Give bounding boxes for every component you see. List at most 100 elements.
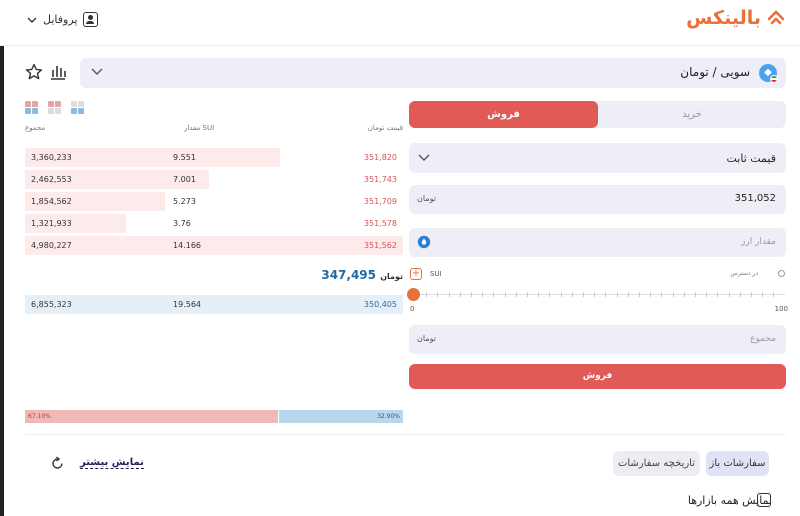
orderbook-asks-icon[interactable]	[48, 101, 61, 114]
sell-submit-button[interactable]: فروش	[409, 364, 786, 389]
slider-max-label: 100	[774, 305, 788, 313]
ask-total: 1,321,933	[31, 219, 72, 228]
slider-tick	[538, 292, 540, 297]
bid-depth-bar	[25, 295, 403, 314]
ask-price: 351,743	[363, 175, 397, 184]
slider-tick	[437, 292, 439, 297]
column-total-header: مجموع	[25, 124, 46, 132]
slider-tick	[482, 292, 484, 297]
total-placeholder: مجموع	[750, 334, 776, 344]
slider-tick	[672, 292, 674, 297]
ask-amount: 9.551	[173, 153, 196, 162]
show-more-link[interactable]: نمایش بیشتر	[80, 457, 144, 469]
chevron-down-icon	[91, 68, 103, 75]
slider-tick	[583, 292, 584, 297]
slider-tick	[683, 292, 685, 297]
iran-flag-icon	[770, 75, 778, 83]
order-type-select[interactable]: قیمت ثابت	[409, 143, 786, 173]
ask-price: 351,820	[363, 153, 397, 162]
slider-tick	[515, 292, 517, 297]
slider-tick	[627, 292, 629, 297]
last-price: تومان 347,495	[321, 268, 403, 282]
slider-tick	[493, 292, 495, 297]
brand-logo[interactable]: بالینکس	[686, 7, 786, 29]
ask-amount: 7.001	[173, 175, 196, 184]
slider-tick	[762, 292, 764, 297]
ask-row[interactable]: 1,321,933 3.76 351,578	[25, 214, 403, 233]
ask-price: 351,578	[363, 219, 397, 228]
bid-total: 6,855,323	[31, 300, 72, 309]
bid-row[interactable]: 6,855,323 19.564 350,405	[25, 295, 403, 314]
ask-depth-bar	[25, 148, 280, 167]
slider-tick	[717, 292, 719, 297]
toman-symbol: تومان	[367, 124, 385, 132]
favorite-star-icon[interactable]	[24, 62, 44, 82]
toman-symbol: تومان	[417, 194, 436, 203]
total-input[interactable]: تومان مجموع	[409, 325, 786, 354]
slider-tick	[471, 292, 472, 297]
ask-row[interactable]: 1,854,562 5.273 351,709	[25, 192, 403, 211]
sell-ratio-bar: 67.10%	[25, 410, 278, 423]
price-value: 351,052	[734, 193, 776, 204]
order-type-value: قیمت ثابت	[726, 152, 776, 165]
column-price-header: قیمت تومان	[368, 124, 403, 132]
chart-icon[interactable]	[48, 62, 68, 82]
profile-menu[interactable]: پروفایل	[27, 12, 99, 27]
user-icon	[83, 12, 99, 27]
amount-unit: SUI	[430, 270, 442, 278]
ask-amount: 5.273	[173, 197, 196, 206]
slider-tick	[594, 292, 596, 297]
tab-order-history[interactable]: تاریخچه سفارشات	[613, 451, 700, 476]
buy-ratio-bar: 32.90%	[279, 410, 403, 423]
slider-tick	[549, 292, 551, 297]
ask-total: 2,462,553	[31, 175, 72, 184]
ask-price: 351,709	[363, 197, 397, 206]
tab-buy[interactable]: خرید	[682, 109, 702, 120]
tab-open-orders[interactable]: سفارشات باز	[706, 451, 769, 476]
slider-tick	[739, 292, 741, 297]
slider-tick	[773, 292, 775, 297]
orderbook-bids-icon[interactable]	[71, 101, 84, 114]
available-label: در دسترس	[730, 270, 758, 277]
slider-tick	[527, 292, 528, 297]
orderbook-both-icon[interactable]	[25, 101, 38, 114]
brand-mark-icon	[767, 10, 785, 25]
bid-amount: 19.564	[173, 300, 201, 309]
market-selector[interactable]: سویی / تومان ◆	[80, 58, 786, 88]
price-input[interactable]: تومان 351,052	[409, 185, 786, 214]
slider-tick	[459, 292, 461, 297]
side-tabs: خرید فروش	[409, 101, 786, 128]
ask-row[interactable]: 4,980,227 14.166 351,562	[25, 236, 403, 255]
ask-total: 3,360,233	[31, 153, 72, 162]
slider-tick	[728, 292, 730, 297]
amount-input[interactable]: مقدار ارز	[409, 228, 786, 257]
refresh-icon[interactable]	[50, 456, 65, 471]
toman-symbol: تومان	[417, 334, 436, 343]
ask-depth-bar	[25, 236, 403, 255]
slider-tick	[616, 292, 618, 297]
section-divider	[25, 434, 786, 435]
slider-tick	[639, 292, 640, 297]
tab-sell[interactable]: فروش	[409, 101, 598, 128]
sui-coin-icon	[417, 235, 431, 249]
amount-slider-handle[interactable]	[407, 288, 420, 301]
show-all-markets-label: نمایش همه بازارها	[687, 494, 772, 507]
ask-depth-bar	[25, 192, 165, 211]
ask-price: 351,562	[363, 241, 397, 250]
add-funds-icon[interactable]: +	[410, 268, 422, 280]
ask-amount: 3.76	[173, 219, 191, 228]
chevron-down-icon	[27, 17, 37, 23]
ask-row[interactable]: 3,360,233 9.551 351,820	[25, 148, 403, 167]
show-all-markets-checkbox[interactable]	[757, 493, 771, 507]
chevron-down-icon	[418, 154, 430, 161]
amount-slider-track[interactable]	[413, 294, 785, 295]
slider-tick	[571, 292, 573, 297]
slider-tick	[560, 292, 562, 297]
toman-symbol: تومان	[380, 272, 403, 281]
bid-price: 350,405	[363, 300, 397, 309]
window-edge	[0, 0, 4, 516]
top-bar: بالینکس پروفایل	[0, 0, 800, 46]
orderbook-view-toggles	[25, 101, 84, 114]
profile-label: پروفایل	[43, 13, 78, 26]
ask-row[interactable]: 2,462,553 7.001 351,743	[25, 170, 403, 189]
